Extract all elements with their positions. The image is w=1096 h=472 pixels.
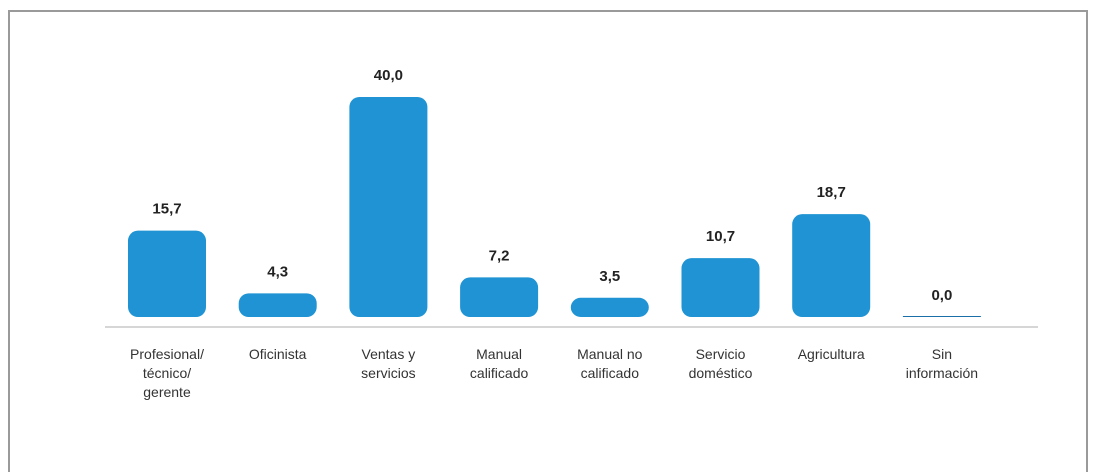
value-label: 4,3 xyxy=(267,263,288,280)
value-label: 18,7 xyxy=(817,184,846,201)
x-tick-label: Agricultura xyxy=(797,346,865,362)
value-label: 0,0 xyxy=(931,287,952,304)
chart: 15,7 4,3 40,0 7,2 3,5 10,7 18,7 0,0 xyxy=(105,67,1038,328)
bar xyxy=(681,258,760,317)
x-tick-label: Manual calificado xyxy=(469,346,529,381)
value-label: 3,5 xyxy=(599,268,620,285)
bar xyxy=(792,214,871,317)
x-tick-label: Profesional/ técnico/ gerente xyxy=(130,346,204,400)
x-tick-label: Ventas y servicios xyxy=(361,346,416,381)
value-label: 15,7 xyxy=(152,201,181,218)
bar xyxy=(902,316,981,317)
value-label: 40,0 xyxy=(374,67,403,84)
bar xyxy=(128,230,206,317)
value-label: 10,7 xyxy=(706,228,735,245)
frame xyxy=(8,10,1088,472)
value-label: 7,2 xyxy=(489,247,510,264)
x-tick-label: Sin información xyxy=(905,346,979,381)
x-tick-label: Oficinista xyxy=(248,346,307,362)
bar xyxy=(238,293,317,317)
bar xyxy=(349,97,428,317)
bar xyxy=(570,297,649,317)
bar xyxy=(460,277,539,317)
x-tick-label: Manual no calificado xyxy=(577,346,643,381)
x-tick-label: Servicio doméstico xyxy=(688,346,753,381)
